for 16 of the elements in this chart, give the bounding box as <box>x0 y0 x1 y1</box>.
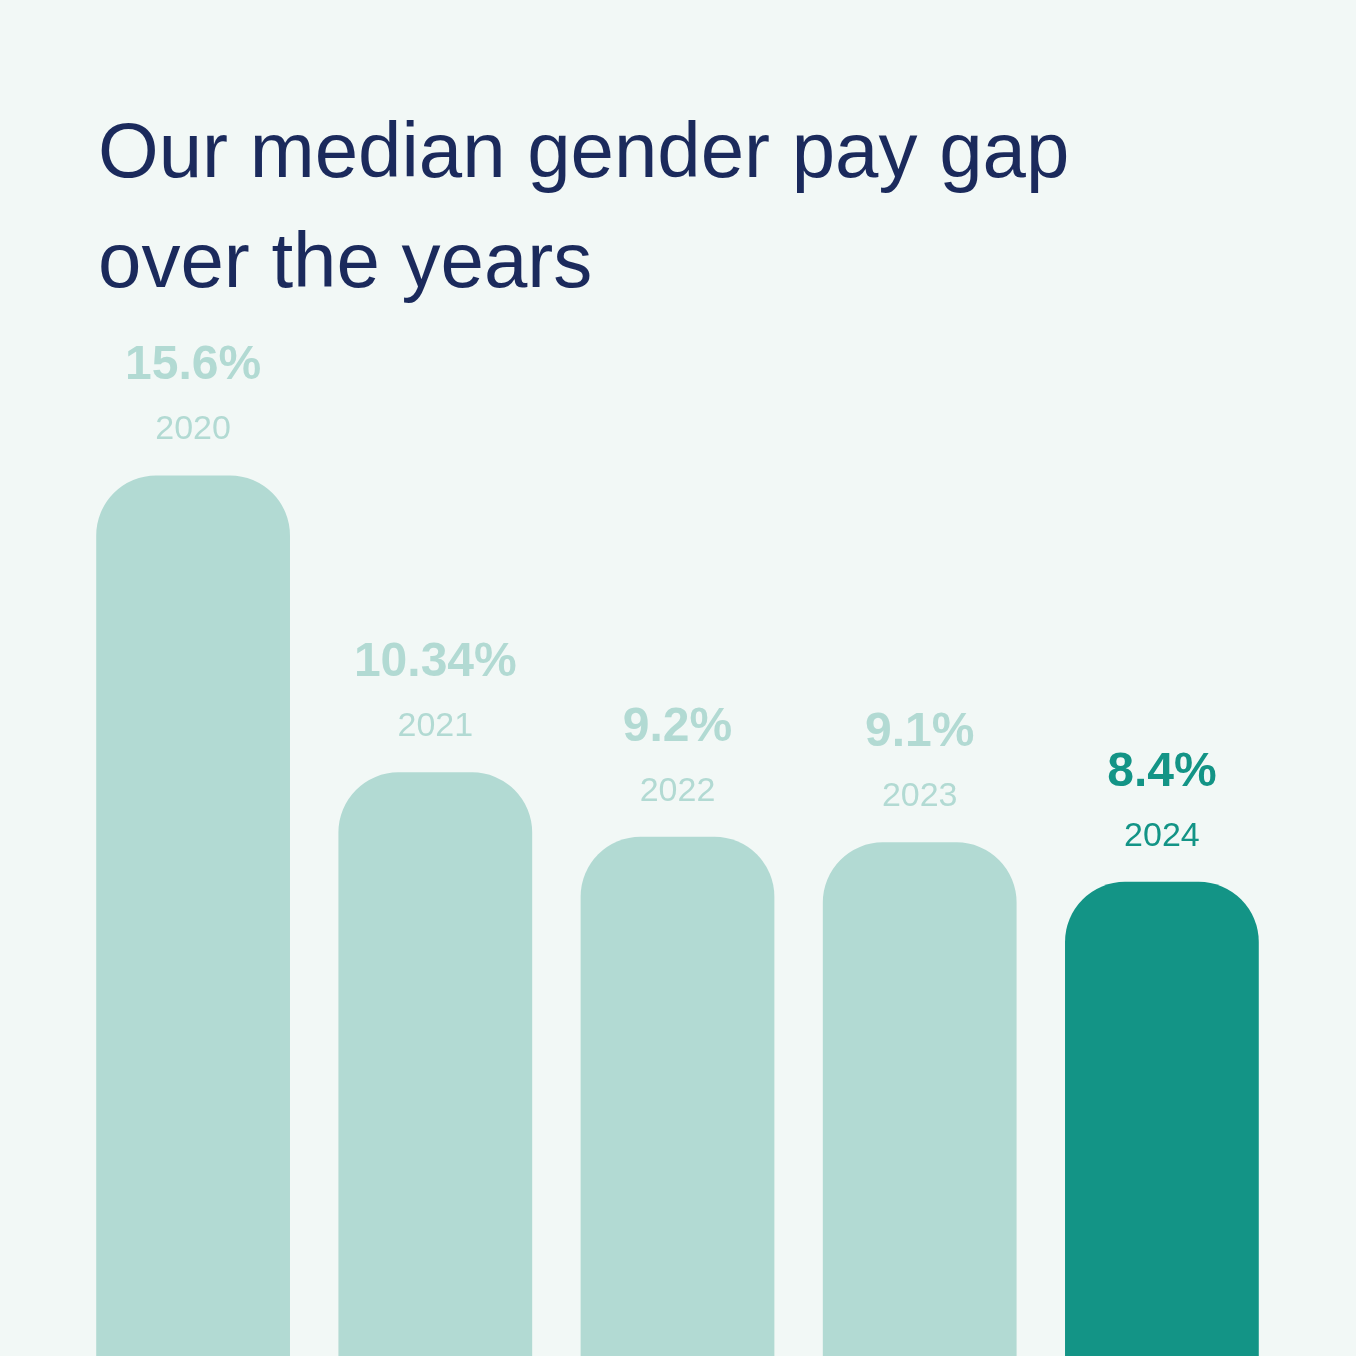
x-tick-label: 2022 <box>639 769 716 808</box>
x-tick-label: 2020 <box>155 408 231 447</box>
x-tick-label: 2024 <box>1124 814 1200 853</box>
bar <box>822 842 1017 1356</box>
data-label: 8.4% <box>1107 742 1217 796</box>
bar <box>96 475 290 1356</box>
bar <box>1065 881 1259 1356</box>
x-tick-label: 2023 <box>881 775 958 814</box>
bar <box>338 772 533 1356</box>
data-label: 9.2% <box>622 697 733 751</box>
chart-title: Our median gender pay gap over the years <box>98 105 1071 306</box>
bar <box>580 836 775 1356</box>
x-tick-label: 2021 <box>397 705 474 744</box>
data-label: 15.6% <box>125 336 262 390</box>
data-label: 9.1% <box>865 703 975 757</box>
data-label: 10.34% <box>353 633 517 687</box>
